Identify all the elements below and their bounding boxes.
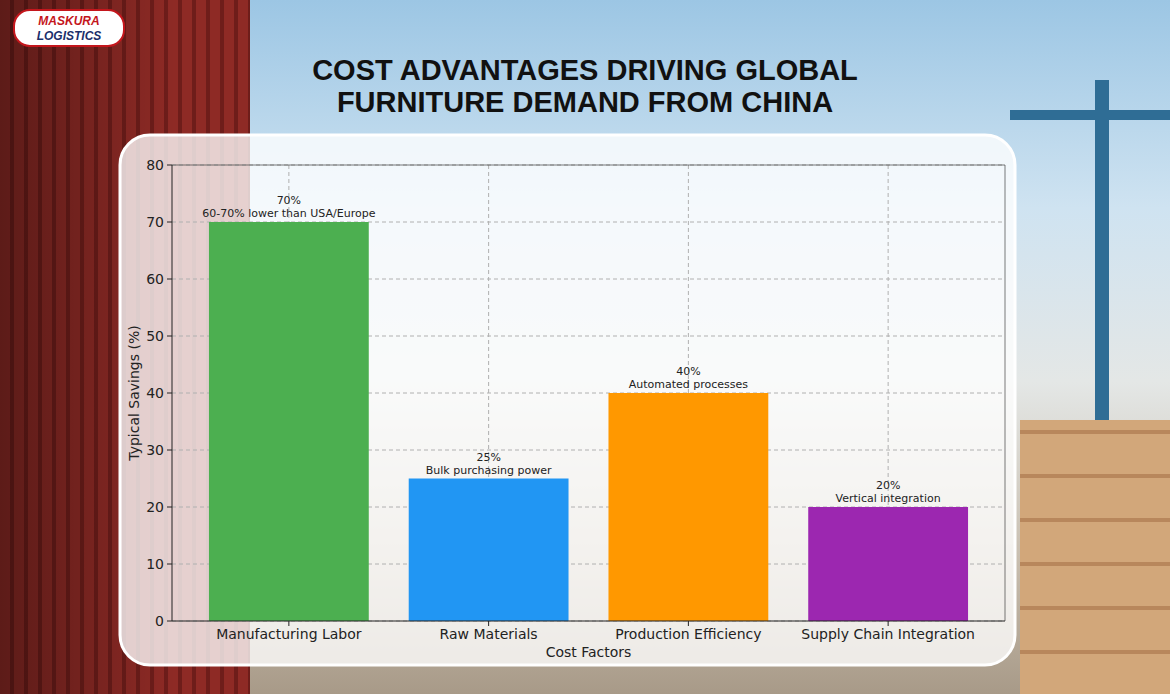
grid-line (172, 621, 1005, 622)
bar (209, 222, 369, 621)
y-tick-label: 40 (146, 385, 164, 401)
frame-right (1005, 165, 1006, 621)
data-label: 70% (277, 194, 301, 207)
logo-text: LOGISTICS (37, 29, 102, 43)
y-tick (167, 564, 172, 565)
title-line: FURNITURE DEMAND FROM CHINA (337, 86, 833, 118)
y-tick (167, 222, 172, 223)
chart: MASKURALOGISTICS COST ADVANTAGES DRIVING … (0, 0, 1170, 694)
data-label: 25% (476, 451, 500, 464)
y-tick-label: 50 (146, 328, 164, 344)
x-axis (172, 621, 1005, 622)
grid-line (172, 165, 1005, 166)
y-tick-label: 10 (146, 556, 164, 572)
y-tick-label: 70 (146, 214, 164, 230)
logo-badge (14, 10, 124, 46)
y-tick (167, 507, 172, 508)
y-tick-label: 80 (146, 157, 164, 173)
y-tick (167, 450, 172, 451)
annotation: 60-70% lower than USA/Europe (202, 207, 375, 220)
y-tick (167, 336, 172, 337)
y-tick (167, 621, 172, 622)
y-tick-label: 30 (146, 442, 164, 458)
y-tick-label: 60 (146, 271, 164, 287)
title-line: COST ADVANTAGES DRIVING GLOBAL (312, 54, 858, 86)
x-axis-title: Cost Factors (546, 644, 632, 660)
frame-top (172, 165, 1005, 166)
y-tick-label: 0 (155, 613, 164, 629)
y-tick (167, 393, 172, 394)
data-label: 40% (676, 365, 700, 378)
x-tick-label: Raw Materials (440, 626, 538, 642)
x-tick-label: Manufacturing Labor (216, 626, 362, 642)
logo-text: MASKURA (38, 14, 99, 28)
annotation: Automated processes (629, 378, 749, 391)
y-tick (167, 279, 172, 280)
logo: MASKURALOGISTICS (14, 10, 124, 46)
bar (409, 479, 569, 622)
panel (120, 135, 1015, 665)
x-tick-label: Production Efficiency (615, 626, 761, 642)
annotation: Vertical integration (836, 492, 941, 505)
bar (608, 393, 768, 621)
bars (209, 222, 968, 621)
grid (172, 165, 1005, 621)
y-tick (167, 165, 172, 166)
x-tick-label: Supply Chain Integration (801, 626, 975, 642)
annotation: Bulk purchasing power (426, 464, 552, 477)
y-axis-title: Typical Savings (%) (126, 325, 142, 461)
y-tick-label: 20 (146, 499, 164, 515)
data-label: 20% (876, 479, 900, 492)
title: COST ADVANTAGES DRIVING GLOBALFURNITURE … (312, 54, 858, 118)
bar (808, 507, 968, 621)
background-crane-arm (1010, 110, 1170, 120)
background-boxes (1020, 420, 1170, 694)
